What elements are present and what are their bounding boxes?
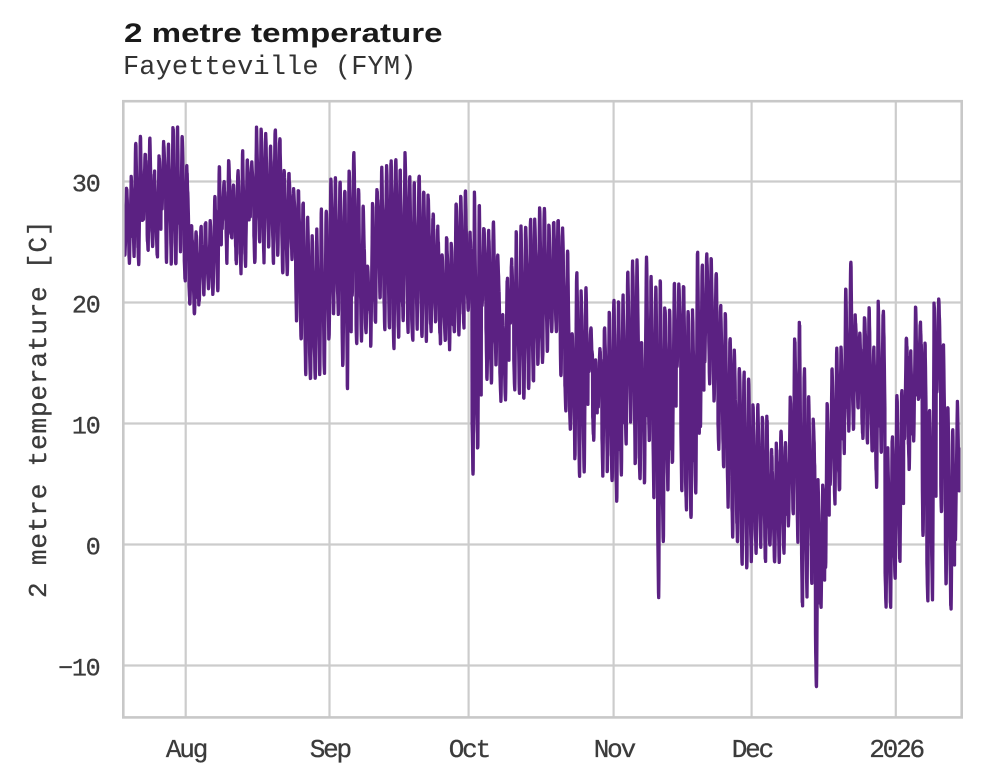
svg-text:2026: 2026 [869, 735, 923, 765]
svg-text:0: 0 [86, 533, 100, 562]
svg-text:10: 10 [72, 412, 100, 441]
svg-text:−10: −10 [58, 654, 100, 683]
svg-text:Sep: Sep [310, 735, 351, 765]
svg-text:Dec: Dec [732, 735, 773, 765]
svg-text:Aug: Aug [166, 735, 207, 765]
svg-text:2 metre temperature [C]: 2 metre temperature [C] [24, 220, 54, 598]
svg-text:Oct: Oct [449, 735, 489, 765]
svg-text:30: 30 [72, 170, 100, 199]
svg-text:Nov: Nov [594, 735, 636, 765]
svg-text:20: 20 [72, 291, 100, 320]
